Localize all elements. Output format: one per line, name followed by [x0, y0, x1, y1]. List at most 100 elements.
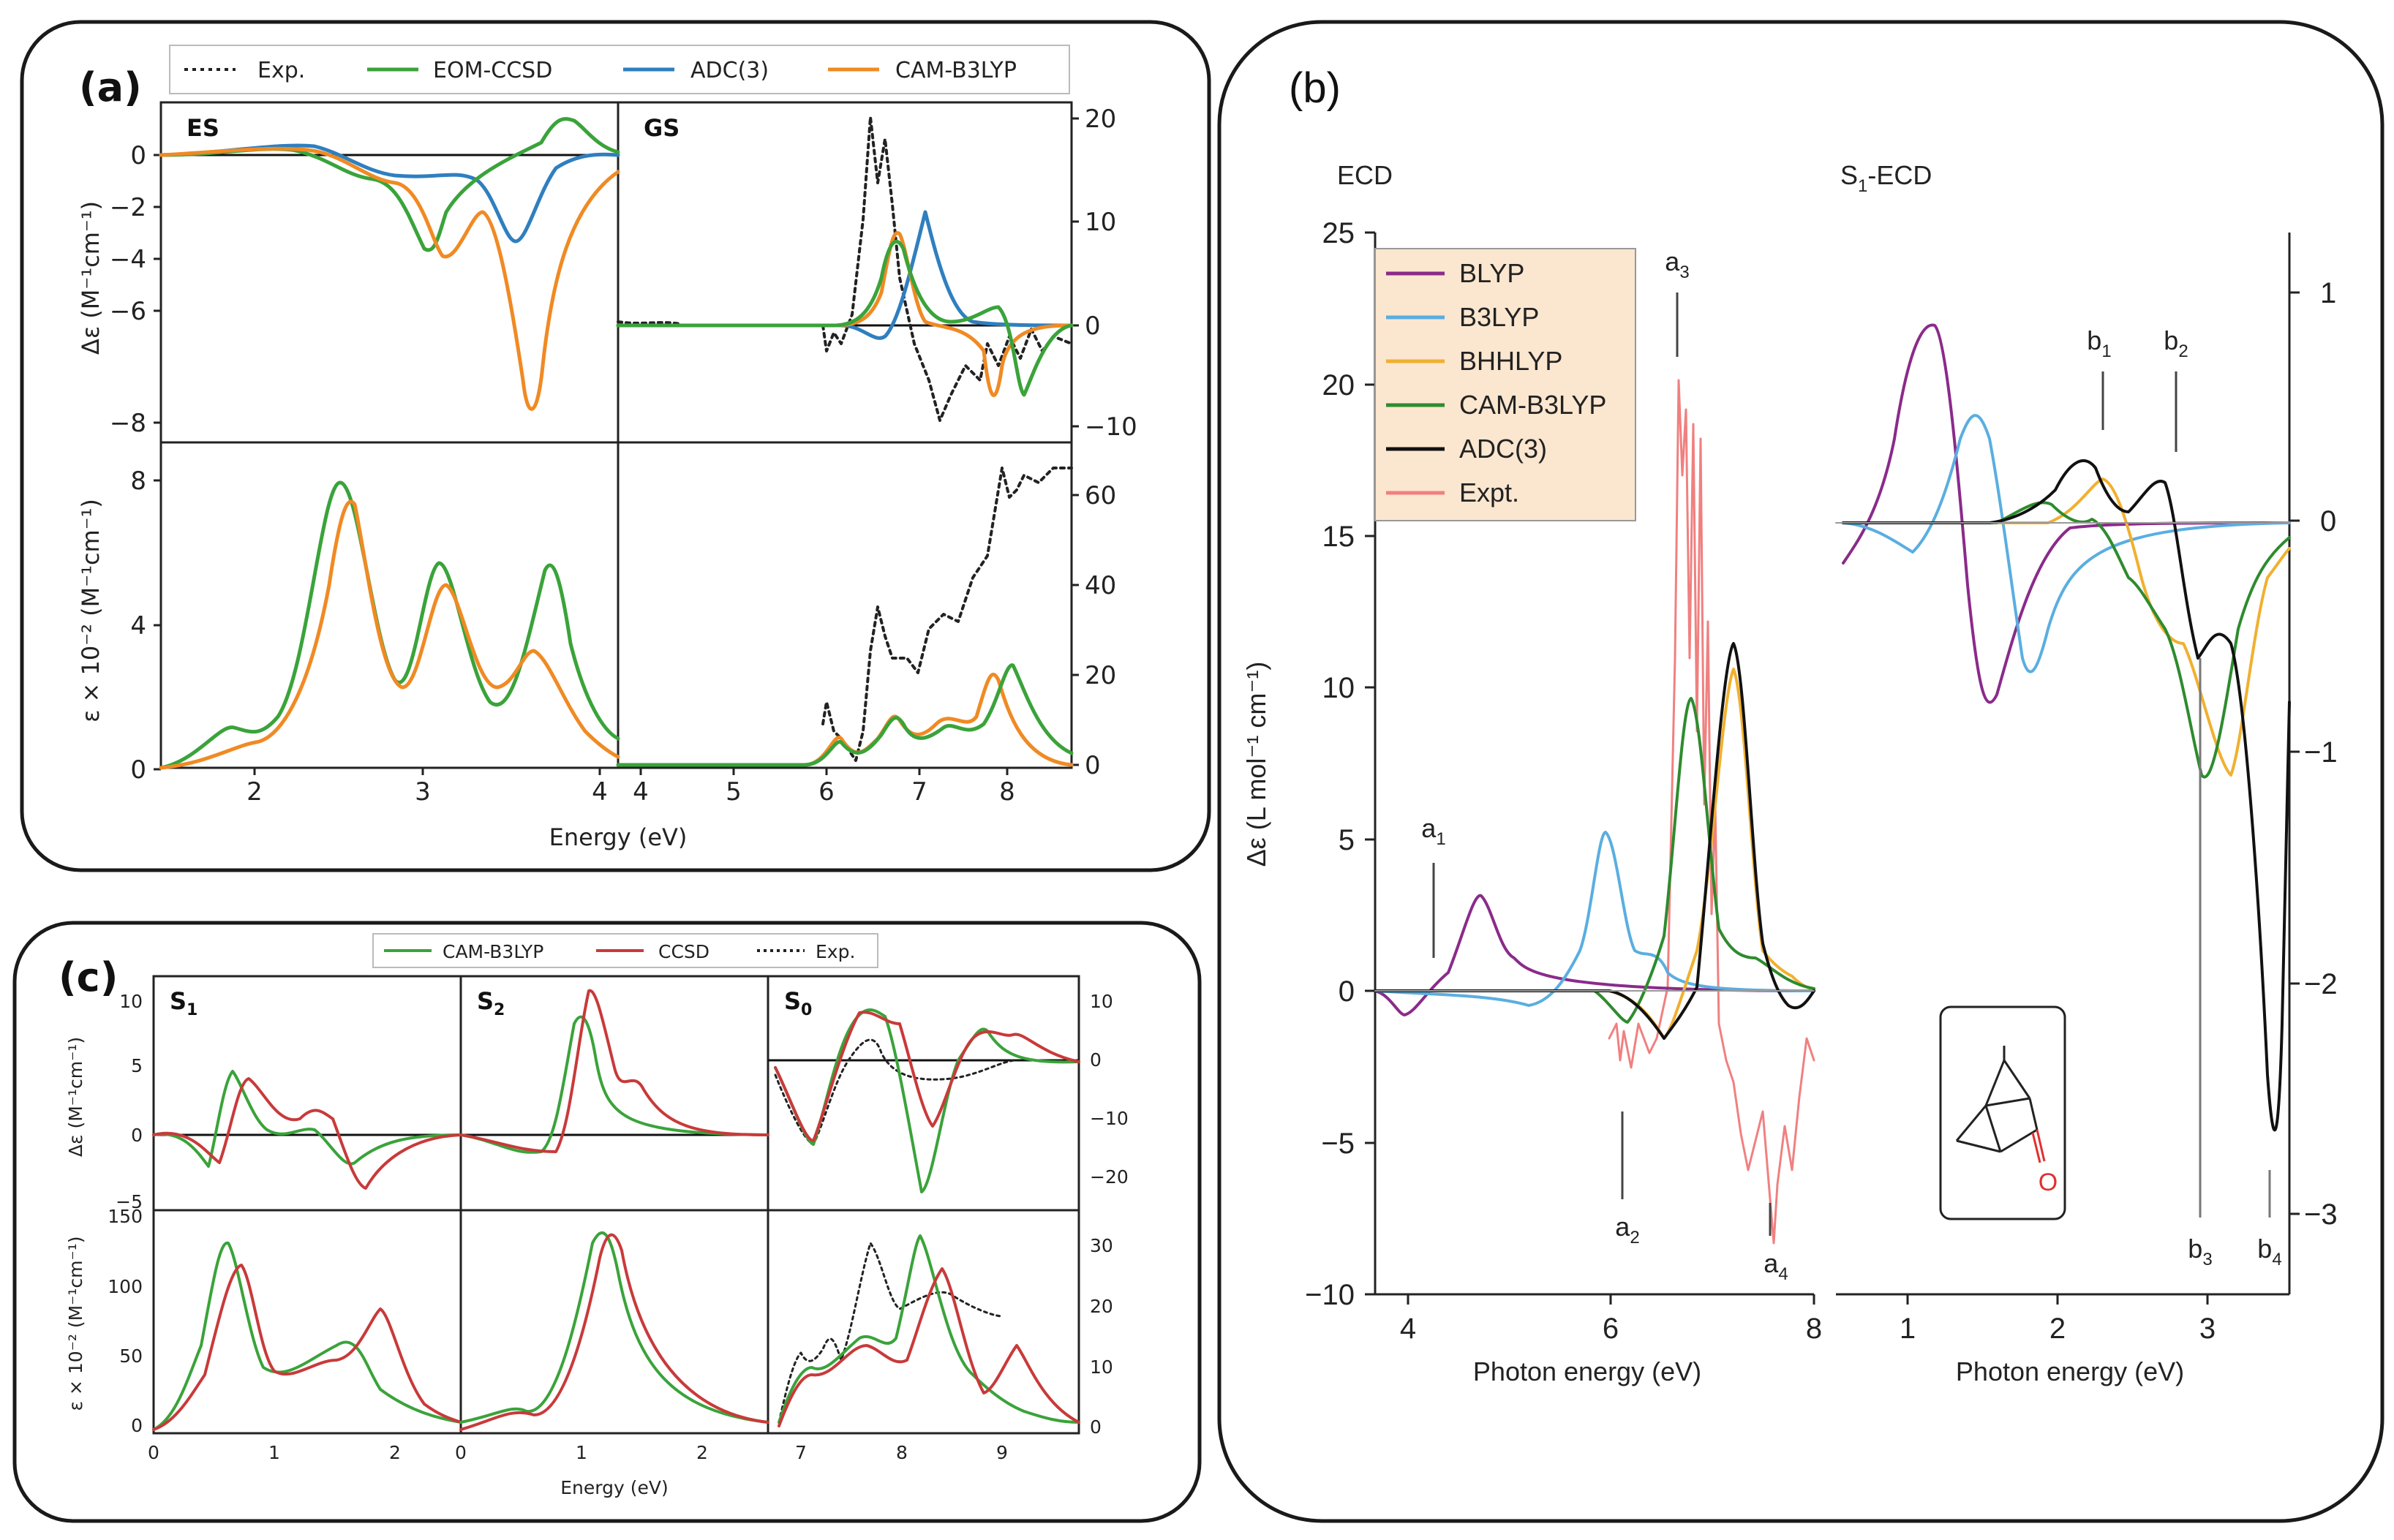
a-es-top-ytick-3: −6 — [110, 297, 146, 326]
b-s1-b3lyp — [1842, 414, 2291, 673]
b-left-yticks: 25 20 15 10 5 0 −5 −10 — [1305, 217, 1375, 1311]
panel-a-frame — [20, 20, 1211, 872]
b-s1-blyp — [1842, 323, 2291, 704]
a-es-bottom-cam — [159, 499, 620, 770]
a-gs-xtick-2: 6 — [818, 777, 835, 807]
c-tr-ytick-2: −10 — [1090, 1108, 1129, 1129]
c-s1-top-axes — [152, 975, 462, 1212]
c-tr-ytick-0: 10 — [1090, 991, 1113, 1012]
b-ann-b2: b2 — [2164, 325, 2188, 361]
a-es-bottom-ytick-1: 4 — [130, 611, 146, 641]
panel-b-letter: (b) — [1289, 64, 1341, 112]
c-br-ytick-1: 20 — [1090, 1296, 1113, 1317]
b-right-xticks: 1 2 3 — [1900, 1294, 2216, 1345]
a-es-xtick-0: 2 — [246, 777, 263, 807]
b-legend-bhhlyp: BHHLYP — [1459, 346, 1562, 376]
a-gs-bottom-ytick-2: 20 — [1085, 661, 1116, 690]
a-es-top-adc3 — [159, 143, 620, 244]
panel-c-letter: (c) — [59, 954, 118, 1000]
c-s1-curves — [152, 1070, 462, 1431]
a-gs-bottom-ytick-1: 40 — [1085, 571, 1116, 600]
c-legend-ccsd: CCSD — [658, 941, 709, 962]
a-gs-top-ytick-0: 20 — [1085, 105, 1116, 134]
a-gs-xtick-3: 7 — [911, 777, 927, 807]
c-s0-xtick-0: 7 — [795, 1442, 807, 1463]
c-tl-ytick-0: 10 — [119, 991, 143, 1012]
a-gs-top-axes — [617, 101, 1073, 444]
a-gs-bottom-cam — [616, 673, 1074, 767]
b-ytick-6: −5 — [1321, 1128, 1355, 1160]
c-tr-ytick-1: 0 — [1090, 1049, 1102, 1071]
a-gs-bottom-ytick-0: 60 — [1085, 481, 1116, 510]
c-xlabel: Energy (eV) — [560, 1477, 668, 1498]
panel-b-frame — [1217, 20, 2384, 1523]
b-annotations: a1 a2 a3 a4 b1 b2 b3 b4 — [1421, 246, 2281, 1284]
b-legend-b3lyp: B3LYP — [1459, 302, 1539, 332]
c-s0-bottom-cam — [778, 1234, 1080, 1424]
molecule-box — [1939, 1005, 2066, 1220]
panel-a-legend: Exp. EOM-CCSD ADC(3) CAM-B3LYP — [169, 45, 1070, 94]
a-gs-top-ytick-2: 0 — [1085, 312, 1101, 341]
legend-eom-label: EOM-CCSD — [433, 58, 552, 83]
a-es-top-ytick-2: −4 — [110, 245, 146, 274]
b-left-xtick-2: 8 — [1806, 1313, 1822, 1345]
b-left-xtick-0: 4 — [1400, 1313, 1416, 1345]
b-ylabel: Δε (L mol⁻¹ cm⁻¹) — [1241, 662, 1271, 867]
a-es-bottom-ytick-2: 0 — [130, 755, 146, 785]
a-gs-xtick-1: 5 — [726, 777, 742, 807]
a-gs-top-adc3 — [616, 210, 1074, 340]
c-s0-xtick-2: 9 — [996, 1442, 1008, 1463]
a-gs-xtick-0: 4 — [633, 777, 649, 807]
c-s1-top-ccsd — [152, 1077, 462, 1190]
b-ytick-7: −10 — [1305, 1279, 1355, 1311]
c-s0-bottom-exp — [778, 1242, 1004, 1424]
legend-exp-label: Exp. — [257, 58, 305, 83]
c-s2-bottom-axes — [459, 1209, 769, 1435]
c-s2-top-axes — [459, 975, 769, 1212]
a-gs-top-ytick-1: 10 — [1085, 208, 1116, 237]
b-right-curves — [1835, 323, 2291, 1132]
a-es-top-curves — [159, 117, 620, 411]
a-es-xticks: 2 3 4 — [246, 768, 608, 807]
c-s1-bottom-ccsd — [152, 1264, 462, 1431]
a-es-top-ytick-0: 0 — [130, 141, 146, 170]
b-ytick-0: 25 — [1322, 217, 1355, 249]
c-ylabel-top: Δε (M⁻¹cm⁻¹) — [65, 1037, 86, 1157]
b-ytick-5: 0 — [1339, 975, 1355, 1008]
b-xlabel-right: Photon energy (eV) — [1956, 1356, 2184, 1386]
a-es-top-eom — [159, 117, 620, 252]
c-s0-xtick-1: 8 — [896, 1442, 908, 1463]
c-bl-ytick-0: 150 — [108, 1206, 143, 1227]
c-s2-curves — [459, 989, 769, 1431]
c-tl-ytick-3: −5 — [116, 1191, 143, 1212]
c-bottom-left-yticks: 150 100 50 0 — [108, 1206, 143, 1436]
a-es-bottom-ytick-0: 8 — [130, 467, 146, 496]
a-gs-bottom-axes — [617, 441, 1073, 769]
c-label-s0: S0 — [784, 987, 812, 1019]
b-ann-b3: b3 — [2188, 1234, 2212, 1269]
b-ann-a1: a1 — [1421, 813, 1445, 849]
b-left-xticks: 4 6 8 — [1400, 1294, 1822, 1345]
b-ecd-b3lyp — [1374, 831, 1815, 1007]
c-s1-bottom-axes — [152, 1209, 462, 1435]
b-ann-b4: b4 — [2257, 1234, 2281, 1269]
a-gs-xticks: 4 5 6 7 8 — [633, 768, 1015, 807]
c-legend: CAM-B3LYP CCSD Exp. — [372, 933, 878, 968]
b-ytick-2: 15 — [1322, 521, 1355, 553]
b-molecule-inset: O — [1939, 1005, 2066, 1220]
a-gs-top-cam — [616, 230, 1074, 397]
panel-b: (b) ECD S1-ECD 25 20 15 10 5 0 −5 −10 4 … — [1217, 20, 2384, 1523]
c-br-ytick-0: 30 — [1090, 1235, 1113, 1256]
c-s1-top-cam — [152, 1070, 462, 1168]
a-es-xtick-1: 3 — [415, 777, 431, 807]
c-bl-ytick-1: 100 — [108, 1276, 143, 1297]
a-gs-bottom-exp — [821, 467, 1073, 762]
c-s2-top-ccsd — [459, 989, 769, 1153]
b-left-curves — [1374, 379, 1815, 1245]
panel-a: (a) Exp. EOM-CCSD ADC(3) CAM-B3LYP ES GS… — [20, 20, 1211, 872]
a-gs-top-exp — [617, 116, 1073, 422]
a-es-bottom-axes — [159, 441, 620, 769]
a-ylabel-top: Δε (M⁻¹cm⁻¹) — [77, 201, 105, 355]
carbonyl-oxygen: O — [2039, 1169, 2058, 1196]
